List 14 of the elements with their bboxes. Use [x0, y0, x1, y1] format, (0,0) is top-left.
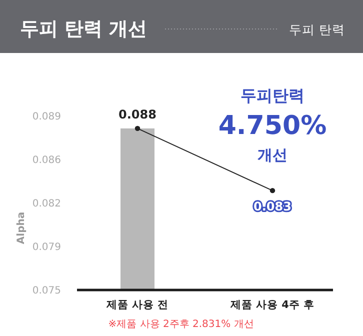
y-tick-label: 0.082 [32, 198, 61, 210]
y-tick-label: 0.086 [32, 155, 61, 166]
annotation: ※제품 사용 2주후 2.831% 개선 [108, 319, 254, 330]
data-label: 0.088 [118, 107, 156, 122]
annotation: 0.083 [254, 200, 292, 214]
y-tick-label: 0.079 [32, 242, 61, 253]
x-tick-label: 제품 사용 4주 후 [229, 299, 315, 311]
subtitle: 두피 탄력 [289, 22, 345, 37]
title: 두피 탄력 개선 [20, 18, 148, 40]
y-tick-label: 0.089 [32, 112, 61, 122]
y-tick-label: 0.075 [32, 286, 61, 296]
ylabel: Alpha [16, 212, 27, 244]
annotation: 두피탄력 4.750% 개선 [218, 86, 327, 164]
x-tick-label: 제품 사용 전 [105, 299, 169, 311]
